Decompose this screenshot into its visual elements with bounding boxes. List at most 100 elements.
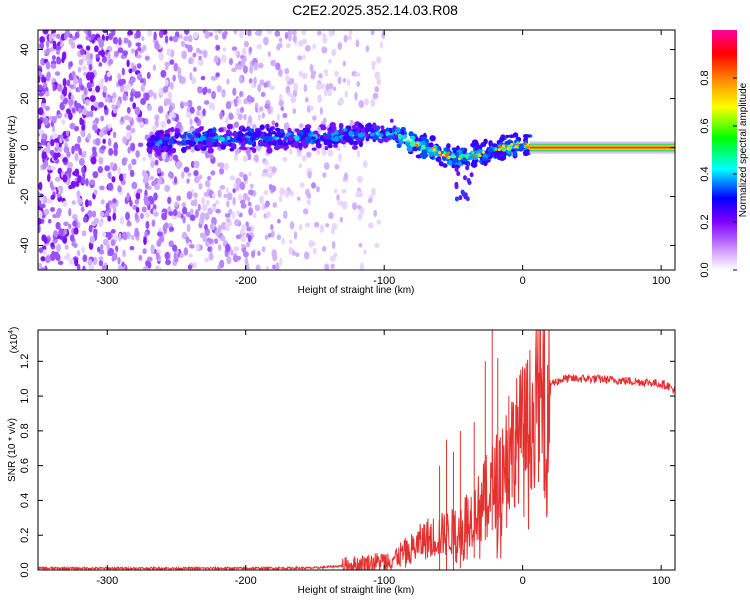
heatmap-cell — [210, 206, 217, 211]
heatmap-cell — [205, 199, 210, 206]
heatmap-cell — [253, 62, 259, 71]
x-tick-label: -100 — [373, 275, 395, 287]
heatmap-cell — [323, 88, 328, 97]
heatmap-cell — [423, 153, 429, 158]
heatmap-cell — [131, 234, 135, 241]
heatmap-cell — [73, 242, 78, 249]
heatmap-cell — [48, 33, 53, 42]
heatmap-cell — [277, 68, 283, 78]
heatmap-cell — [154, 183, 161, 191]
heatmap-cell — [211, 102, 216, 112]
heatmap-cell — [44, 255, 51, 264]
heatmap-cell — [129, 127, 136, 134]
colorbar-tick-label: 0.2 — [699, 214, 711, 229]
heatmap-cell — [271, 166, 277, 173]
heatmap-cell — [129, 169, 135, 178]
heatmap-cell — [302, 208, 309, 215]
heatmap-cell — [153, 192, 158, 201]
heatmap-cell — [194, 175, 200, 184]
heatmap-cell — [187, 264, 193, 270]
heatmap-cell — [98, 156, 104, 165]
heatmap-cell — [442, 163, 448, 168]
heatmap-cell — [396, 143, 402, 149]
heatmap-cell — [157, 178, 163, 185]
heatmap-cell — [233, 154, 238, 161]
heatmap-cell — [74, 258, 79, 267]
heatmap-cell — [351, 145, 358, 150]
heatmap-cell — [224, 223, 229, 228]
heatmap-cell — [323, 139, 330, 145]
heatmap-cell — [199, 137, 204, 142]
heatmap-cell — [270, 224, 274, 231]
heatmap-cell — [117, 73, 122, 81]
heatmap-cell — [226, 200, 230, 208]
heatmap-cell — [52, 133, 59, 139]
heatmap-cell — [103, 129, 109, 135]
heatmap-cell — [126, 221, 132, 227]
heatmap-cell — [51, 55, 56, 61]
heatmap-cell — [156, 240, 162, 247]
heatmap-cell — [196, 110, 200, 117]
heatmap-cell — [110, 229, 116, 234]
heatmap-cell — [358, 99, 365, 109]
heatmap-cell — [226, 123, 233, 130]
heatmap-cell — [176, 210, 182, 218]
heatmap-cell — [45, 105, 50, 111]
heatmap-cell — [172, 35, 179, 43]
heatmap-cell — [105, 202, 110, 211]
heatmap-cell — [333, 144, 338, 148]
heatmap-cell — [185, 139, 192, 145]
heatmap-cell — [380, 125, 385, 130]
heatmap-cell — [192, 31, 199, 39]
heatmap-cell — [364, 133, 369, 138]
heatmap-cell — [154, 114, 160, 121]
heatmap-cell — [269, 85, 276, 90]
heatmap-cell — [80, 206, 85, 213]
heatmap-cell — [228, 208, 233, 215]
heatmap-cell — [219, 235, 226, 242]
heatmap-cell — [77, 197, 83, 205]
heatmap-cell — [187, 44, 193, 53]
heatmap-cell — [225, 243, 231, 253]
heatmap-cell — [454, 196, 459, 202]
heatmap-cell — [50, 166, 57, 171]
heatmap-cell — [100, 49, 106, 58]
heatmap-cell — [435, 157, 441, 162]
heatmap-cell — [38, 129, 45, 135]
heatmap-cell — [275, 262, 280, 270]
x-tick-label: 100 — [652, 275, 670, 287]
heatmap-cell — [134, 230, 140, 238]
heatmap-cell — [219, 167, 225, 175]
heatmap-cell — [507, 139, 512, 143]
heatmap-cell — [127, 30, 134, 36]
heatmap-cell — [144, 212, 151, 218]
heatmap-cell — [247, 30, 252, 37]
heatmap-cell — [75, 103, 82, 109]
heatmap-cell — [99, 185, 105, 191]
heatmap-cell — [225, 101, 232, 110]
colorbar-tick-label: 0.6 — [699, 118, 711, 133]
heatmap-cell — [122, 92, 127, 101]
heatmap-cell — [157, 105, 164, 114]
y-tick-label: -40 — [19, 238, 31, 254]
heatmap-cell — [91, 220, 97, 227]
snr-y-axis-label: SNR (10 * v/v) — [7, 418, 18, 482]
heatmap-cell — [210, 170, 216, 176]
heatmap-cell — [290, 95, 297, 104]
heatmap-cell — [282, 156, 288, 162]
heatmap-cell — [272, 264, 276, 270]
heatmap-cell — [302, 127, 309, 134]
heatmap-cell — [169, 59, 175, 65]
x-tick-label: -200 — [235, 275, 257, 287]
heatmap-cell — [43, 236, 48, 244]
heatmap-cell — [158, 87, 163, 96]
heatmap-cell — [330, 263, 335, 270]
heatmap-cell — [78, 77, 83, 86]
heatmap-cell — [370, 30, 375, 36]
heatmap-cell — [40, 42, 44, 50]
heatmap-cell — [92, 146, 96, 156]
heatmap-cell — [247, 115, 253, 124]
heatmap-cell — [303, 84, 308, 93]
